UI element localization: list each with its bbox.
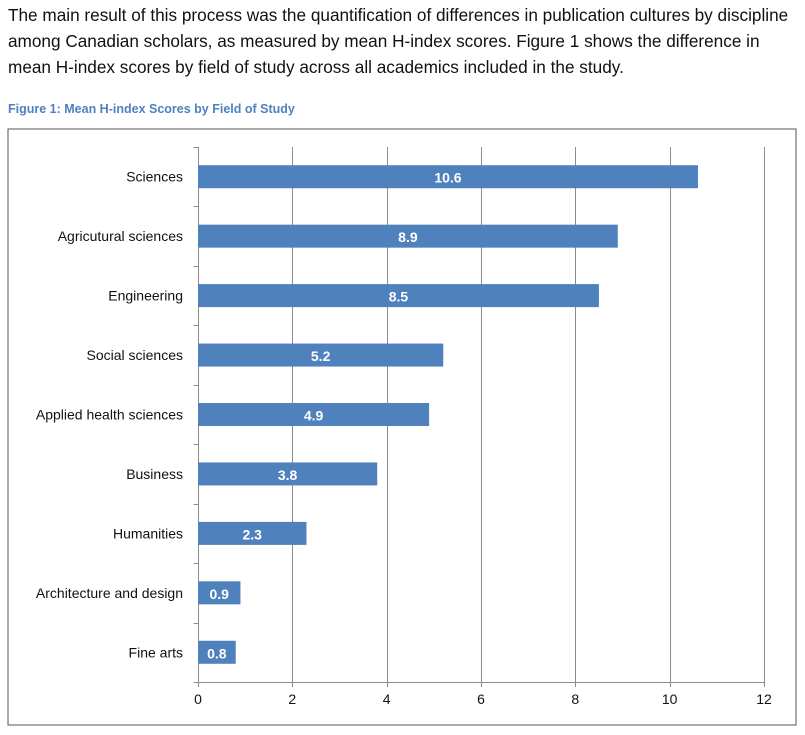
x-tick-label: 0 [194, 691, 202, 707]
data-label: 0.9 [209, 586, 229, 602]
bar [198, 403, 430, 426]
data-label: 0.8 [207, 645, 227, 661]
category-label: Sciences [126, 169, 183, 185]
bar [198, 343, 444, 367]
bar [198, 581, 241, 605]
bar [198, 462, 378, 486]
bar [198, 521, 307, 545]
x-tick-label: 10 [662, 691, 678, 707]
bar [198, 224, 618, 248]
category-label: Agricutural sciences [58, 228, 183, 244]
data-label: 4.9 [304, 408, 324, 424]
data-label: 2.3 [243, 526, 263, 542]
data-label: 3.8 [278, 467, 298, 483]
category-label: Business [126, 466, 183, 482]
x-tick-label: 8 [571, 691, 579, 707]
x-tick-label: 2 [288, 691, 296, 707]
intro-paragraph: The main result of this process was the … [8, 5, 789, 77]
data-label: 8.5 [389, 289, 409, 305]
bar [198, 284, 599, 308]
category-label: Applied health sciences [36, 407, 183, 423]
bar [198, 640, 236, 664]
figure-title: Figure 1: Mean H-index Scores by Field o… [8, 102, 295, 116]
x-tick-label: 12 [756, 691, 772, 707]
category-label: Fine arts [129, 644, 183, 660]
category-label: Architecture and design [36, 585, 183, 601]
x-tick-label: 6 [477, 691, 485, 707]
category-label: Social sciences [87, 347, 184, 363]
bar [198, 165, 698, 189]
data-label: 8.9 [398, 229, 418, 245]
chart-frame [7, 128, 797, 726]
category-label: Humanities [113, 525, 183, 541]
x-tick-label: 4 [383, 691, 391, 707]
data-label: 5.2 [311, 348, 331, 364]
data-label: 10.6 [434, 170, 461, 186]
category-label: Engineering [108, 288, 183, 304]
